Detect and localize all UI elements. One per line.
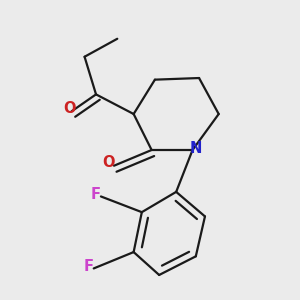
Text: O: O <box>102 155 114 170</box>
Text: F: F <box>84 259 94 274</box>
Text: O: O <box>64 100 76 116</box>
Text: F: F <box>91 187 101 202</box>
Text: N: N <box>190 141 202 156</box>
